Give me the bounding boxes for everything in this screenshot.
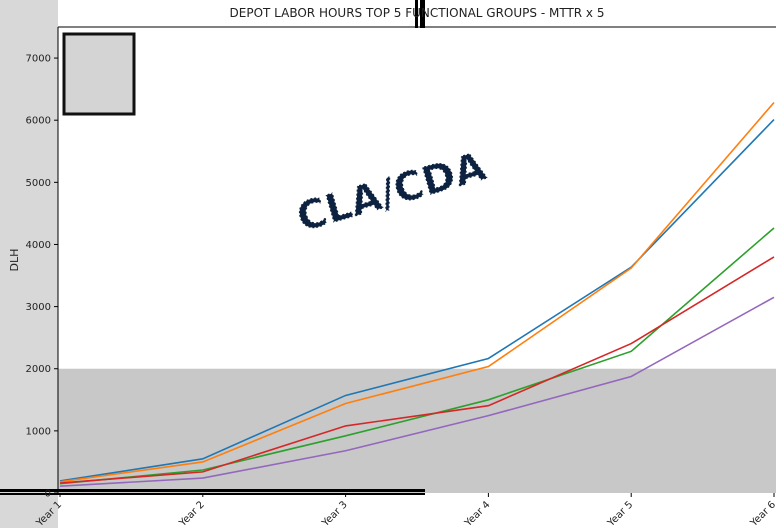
legend-box bbox=[62, 32, 136, 116]
plot bbox=[58, 101, 776, 493]
y-tick-label: 6000 bbox=[26, 116, 51, 127]
line bbox=[59, 296, 775, 487]
decor-line bbox=[0, 493, 425, 495]
y-tick-label: 0 bbox=[45, 489, 51, 500]
x-tick-label: Year 6 bbox=[748, 499, 776, 528]
y-axis-label: DLH bbox=[8, 249, 21, 272]
chart-title: DEPOT LABOR HOURS TOP 5 FUNCTIONAL GROUP… bbox=[230, 6, 605, 20]
decor-bar bbox=[420, 0, 425, 28]
y-tick-label: 7000 bbox=[26, 54, 51, 65]
y-tick-label: 3000 bbox=[26, 302, 51, 313]
y-tick-label: 1000 bbox=[26, 426, 51, 437]
y-tick-label: 2000 bbox=[26, 364, 51, 375]
x-tick-label: Year 4 bbox=[462, 499, 492, 528]
line bbox=[59, 256, 775, 484]
x-tick-label: Year 3 bbox=[320, 499, 350, 528]
x-tick-label: Year 2 bbox=[177, 499, 207, 528]
decor-bar bbox=[415, 0, 418, 28]
left-margin bbox=[0, 0, 58, 528]
y-tick-label: 5000 bbox=[26, 178, 51, 189]
line bbox=[59, 227, 775, 485]
decor-line bbox=[0, 489, 425, 492]
line bbox=[59, 119, 775, 482]
x-tick-label: Year 5 bbox=[605, 499, 635, 528]
y-tick-label: 4000 bbox=[26, 240, 51, 251]
line bbox=[59, 101, 775, 483]
